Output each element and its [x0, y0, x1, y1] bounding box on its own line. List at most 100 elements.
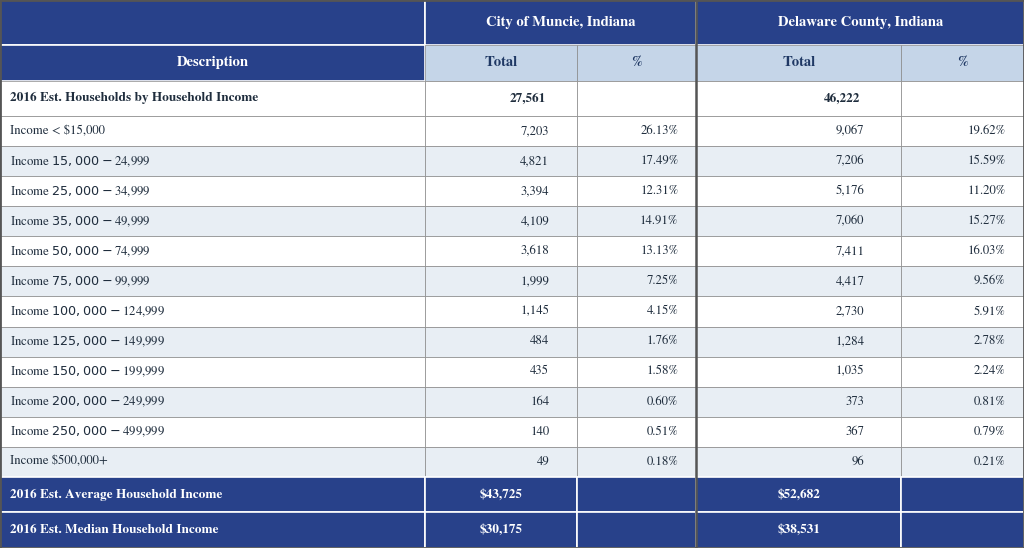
- Bar: [696, 116, 901, 146]
- Text: 2016 Est. Average Household Income: 2016 Est. Average Household Income: [10, 488, 222, 501]
- Bar: [901, 116, 1024, 146]
- Text: Income $50,000 - $74,999: Income $50,000 - $74,999: [10, 244, 151, 259]
- Bar: [696, 0, 1024, 45]
- Text: Income $35,000 - $49,999: Income $35,000 - $49,999: [10, 214, 151, 229]
- Text: 4,821: 4,821: [520, 156, 549, 167]
- Bar: [425, 45, 577, 81]
- Bar: [901, 176, 1024, 206]
- Bar: [425, 386, 577, 416]
- Bar: [696, 146, 901, 176]
- Bar: [0, 236, 425, 266]
- Text: Description: Description: [176, 56, 249, 69]
- Text: 1,145: 1,145: [520, 306, 549, 317]
- Text: 46,222: 46,222: [823, 93, 860, 104]
- Text: $30,175: $30,175: [479, 524, 522, 536]
- Bar: [0, 447, 425, 477]
- Text: City of Muncie, Indiana: City of Muncie, Indiana: [486, 16, 635, 29]
- Bar: [425, 512, 577, 548]
- Bar: [901, 477, 1024, 512]
- Text: 1.58%: 1.58%: [646, 366, 678, 378]
- Bar: [901, 81, 1024, 116]
- Text: 373: 373: [846, 396, 864, 408]
- Bar: [577, 266, 696, 296]
- Text: 7,206: 7,206: [836, 156, 864, 167]
- Text: 4.15%: 4.15%: [646, 306, 678, 317]
- Text: $43,725: $43,725: [479, 489, 522, 500]
- Text: 14.91%: 14.91%: [640, 215, 678, 227]
- Text: 7,411: 7,411: [836, 246, 864, 257]
- Text: %: %: [631, 56, 642, 69]
- Bar: [0, 327, 425, 357]
- Text: 27,561: 27,561: [510, 93, 546, 104]
- Text: 3,618: 3,618: [520, 246, 549, 257]
- Bar: [425, 81, 577, 116]
- Bar: [696, 477, 901, 512]
- Bar: [901, 206, 1024, 236]
- Text: %: %: [957, 56, 968, 69]
- Text: 0.79%: 0.79%: [974, 426, 1006, 437]
- Bar: [425, 266, 577, 296]
- Text: Income $500,000+: Income $500,000+: [10, 456, 108, 467]
- Bar: [425, 116, 577, 146]
- Bar: [0, 81, 425, 116]
- Bar: [577, 416, 696, 447]
- Text: 0.21%: 0.21%: [974, 456, 1006, 467]
- Text: 1,284: 1,284: [836, 336, 864, 347]
- Text: 4,109: 4,109: [520, 215, 549, 227]
- Text: 9,067: 9,067: [836, 125, 864, 137]
- Bar: [0, 296, 425, 327]
- Bar: [577, 512, 696, 548]
- Text: 5.91%: 5.91%: [974, 306, 1006, 317]
- Bar: [577, 236, 696, 266]
- Bar: [901, 296, 1024, 327]
- Text: 0.18%: 0.18%: [646, 456, 678, 467]
- Text: 7,203: 7,203: [521, 125, 549, 137]
- Bar: [901, 45, 1024, 81]
- Text: 484: 484: [530, 336, 549, 347]
- Text: Delaware County, Indiana: Delaware County, Indiana: [777, 16, 943, 29]
- Bar: [425, 357, 577, 386]
- Bar: [696, 206, 901, 236]
- Bar: [696, 45, 901, 81]
- Text: $38,531: $38,531: [777, 524, 820, 536]
- Bar: [0, 266, 425, 296]
- Text: 0.81%: 0.81%: [974, 396, 1006, 408]
- Bar: [425, 477, 577, 512]
- Bar: [696, 447, 901, 477]
- Text: 1,999: 1,999: [520, 276, 549, 287]
- Text: 12.31%: 12.31%: [640, 185, 678, 197]
- Bar: [0, 206, 425, 236]
- Text: 367: 367: [846, 426, 864, 437]
- Text: Income $250,000 - $499,999: Income $250,000 - $499,999: [10, 424, 166, 439]
- Bar: [425, 236, 577, 266]
- Bar: [901, 447, 1024, 477]
- Bar: [577, 386, 696, 416]
- Text: Income $25,000 - $34,999: Income $25,000 - $34,999: [10, 184, 151, 198]
- Bar: [0, 176, 425, 206]
- Text: 2.78%: 2.78%: [974, 336, 1006, 347]
- Bar: [901, 416, 1024, 447]
- Text: Total: Total: [484, 56, 517, 69]
- Bar: [577, 327, 696, 357]
- Text: 1,035: 1,035: [836, 366, 864, 378]
- Bar: [0, 0, 425, 45]
- Text: Income $125,000 - $149,999: Income $125,000 - $149,999: [10, 334, 166, 349]
- Text: 0.51%: 0.51%: [646, 426, 678, 437]
- Text: 435: 435: [530, 366, 549, 378]
- Bar: [696, 386, 901, 416]
- Bar: [577, 81, 696, 116]
- Bar: [901, 327, 1024, 357]
- Bar: [577, 477, 696, 512]
- Bar: [425, 206, 577, 236]
- Bar: [425, 416, 577, 447]
- Text: 2016 Est. Median Household Income: 2016 Est. Median Household Income: [10, 524, 219, 536]
- Bar: [0, 512, 425, 548]
- Text: 140: 140: [530, 426, 549, 437]
- Bar: [577, 146, 696, 176]
- Bar: [696, 512, 901, 548]
- Text: Income $15,000 - $24,999: Income $15,000 - $24,999: [10, 154, 151, 169]
- Bar: [577, 45, 696, 81]
- Bar: [901, 512, 1024, 548]
- Bar: [0, 357, 425, 386]
- Bar: [425, 146, 577, 176]
